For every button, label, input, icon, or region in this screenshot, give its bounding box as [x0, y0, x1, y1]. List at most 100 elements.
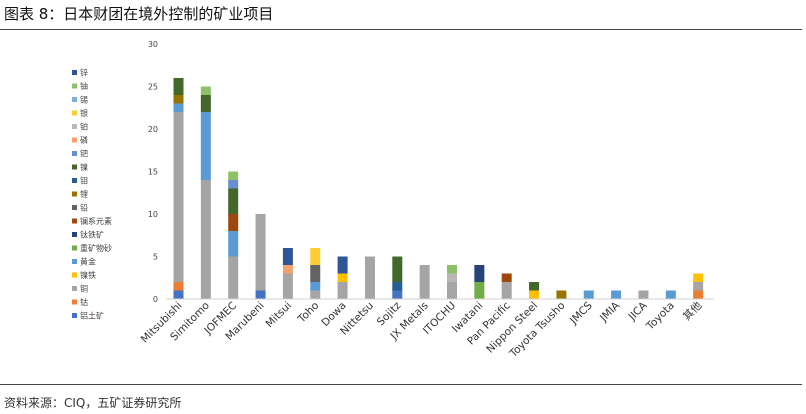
bar-segment	[173, 103, 184, 112]
bar-segment	[282, 265, 293, 274]
bar-segment	[337, 256, 348, 274]
bar-segment	[638, 290, 649, 299]
bar-segment	[200, 180, 211, 299]
legend-swatch	[72, 218, 77, 224]
legend-swatch	[72, 178, 77, 183]
x-tick-label: JMIA	[597, 299, 623, 325]
x-tick-label: Toyota	[644, 300, 677, 333]
bar-segment	[282, 248, 293, 265]
bar-segment	[200, 112, 211, 180]
legend-label: 锡	[80, 96, 88, 105]
bar-segment	[392, 290, 403, 299]
top-divider	[0, 29, 802, 30]
bar-segment	[173, 290, 184, 299]
legend-swatch	[72, 151, 77, 156]
bar-segment	[693, 290, 704, 299]
legend-label: 锌	[80, 68, 88, 78]
bar-segment	[228, 256, 239, 299]
bar-segment	[310, 290, 321, 299]
legend-swatch	[72, 164, 77, 170]
bar-segment	[337, 282, 348, 299]
legend-label: 重矿物砂	[80, 243, 112, 253]
bar-segment	[501, 282, 512, 299]
bar-segment	[665, 290, 676, 299]
bar-segment	[282, 273, 293, 299]
y-tick-label: 30	[148, 40, 158, 49]
x-tick-label: JMCS	[567, 299, 595, 327]
y-tick-label: 25	[148, 83, 158, 92]
bar-segment	[693, 273, 704, 282]
legend-label: 铜	[80, 284, 88, 294]
legend-swatch	[72, 191, 77, 197]
bar-segment	[529, 282, 540, 291]
legend-label: 黄金	[80, 257, 96, 267]
legend-label: 铀	[80, 81, 88, 91]
y-tick-label: 5	[153, 253, 158, 262]
y-tick-label: 0	[153, 295, 158, 304]
bar-segment	[173, 112, 184, 282]
y-axis: 0 5 10 15 20 25 30	[148, 40, 158, 304]
bar-segment	[693, 282, 704, 291]
bar-segment	[447, 273, 457, 282]
legend-swatch	[72, 70, 77, 75]
bar-segment	[556, 290, 567, 299]
legend-label: 镍铁	[80, 270, 96, 280]
bar-segment	[474, 265, 485, 282]
bars	[173, 78, 704, 299]
legend-swatch	[72, 110, 77, 116]
bar-segment	[364, 256, 375, 299]
y-tick-label: 10	[148, 210, 158, 219]
bar-segment	[228, 171, 239, 180]
bar-segment	[447, 282, 457, 299]
legend-label: 磷	[80, 135, 88, 145]
x-tick-label: 其他	[680, 299, 704, 323]
bar-segment	[501, 273, 512, 282]
bar-segment	[228, 188, 239, 214]
bottom-divider	[0, 384, 802, 385]
y-tick-label: 15	[148, 168, 158, 177]
legend-swatch	[72, 299, 77, 305]
legend-label: 钛铁矿	[80, 230, 104, 240]
legend-swatch	[72, 124, 77, 129]
bar-segment	[583, 290, 594, 299]
bar-segment	[200, 86, 211, 95]
legend-swatch	[72, 232, 77, 237]
bar-segment	[419, 265, 430, 299]
legend-label: 锂	[80, 189, 88, 199]
bar-segment	[255, 290, 266, 299]
legend-label: 钯	[80, 149, 88, 159]
bar-segment	[173, 282, 184, 291]
bar-segment	[310, 265, 321, 282]
legend-swatch	[72, 205, 77, 210]
bar-segment	[337, 273, 348, 282]
legend-swatch	[72, 245, 77, 251]
bar-segment	[200, 95, 211, 112]
x-tick-label: Toho	[295, 300, 321, 326]
legend-label: 钼	[80, 176, 88, 186]
bar-segment	[474, 282, 485, 299]
bar-segment	[392, 256, 403, 282]
legend-label: 镧系元素	[80, 216, 112, 226]
bar-segment	[392, 282, 403, 291]
x-tick-label: JICA	[626, 299, 650, 323]
bar-segment	[255, 214, 266, 291]
legend-label: 银	[80, 108, 88, 118]
legend-swatch	[72, 137, 77, 143]
legend-label: 钴	[80, 297, 88, 307]
legend-swatch	[72, 272, 77, 278]
legend-label: 铅	[80, 203, 88, 213]
legend-swatch	[72, 313, 77, 318]
bar-segment	[173, 95, 184, 104]
legend-label: 镍	[80, 162, 88, 172]
legend-label: 铝土矿	[80, 311, 104, 321]
bar-segment	[228, 231, 239, 257]
bar-segment	[228, 214, 239, 231]
y-tick-label: 20	[148, 125, 158, 134]
bar-segment	[529, 290, 540, 299]
bar-segment	[310, 248, 321, 265]
bar-segment	[447, 265, 457, 274]
bar-segment	[173, 78, 184, 95]
